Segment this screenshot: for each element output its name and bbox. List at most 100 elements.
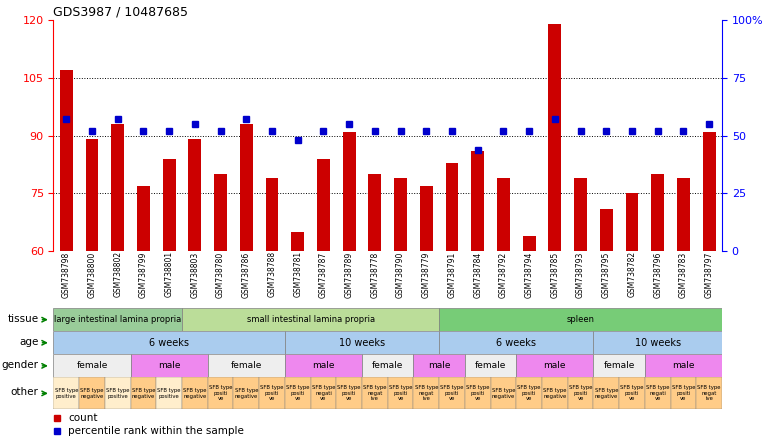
Text: SFB type
positi
ve: SFB type positi ve <box>672 385 695 401</box>
Bar <box>362 377 388 409</box>
Bar <box>131 354 208 377</box>
Bar <box>568 377 594 409</box>
Text: female: female <box>76 361 108 370</box>
Text: SFB type
negati
ve: SFB type negati ve <box>646 385 669 401</box>
Text: female: female <box>372 361 403 370</box>
Text: GSM738781: GSM738781 <box>293 251 303 297</box>
Text: GSM738783: GSM738783 <box>679 251 688 297</box>
Bar <box>285 331 439 354</box>
Bar <box>574 178 587 251</box>
Text: male: male <box>544 361 566 370</box>
Text: other: other <box>11 387 38 397</box>
Text: GSM738792: GSM738792 <box>499 251 508 297</box>
Text: GSM738788: GSM738788 <box>267 251 277 297</box>
Text: SFB type
negat
ive: SFB type negat ive <box>415 385 438 401</box>
Bar <box>594 377 619 409</box>
Bar <box>420 186 432 251</box>
Bar <box>439 377 465 409</box>
Text: GSM738780: GSM738780 <box>216 251 225 297</box>
Text: spleen: spleen <box>567 315 594 324</box>
Text: GSM738790: GSM738790 <box>396 251 405 297</box>
Text: GSM738787: GSM738787 <box>319 251 328 297</box>
Bar <box>285 377 311 409</box>
Bar <box>189 139 202 251</box>
Bar <box>60 70 73 251</box>
Text: SFB type
negative: SFB type negative <box>183 388 206 399</box>
Text: GSM738782: GSM738782 <box>627 251 636 297</box>
Text: SFB type
positi
ve: SFB type positi ve <box>466 385 490 401</box>
Text: age: age <box>19 337 38 347</box>
Text: female: female <box>231 361 262 370</box>
Bar <box>182 377 208 409</box>
Text: GSM738794: GSM738794 <box>525 251 533 297</box>
Text: GSM738786: GSM738786 <box>242 251 251 297</box>
Bar <box>163 159 176 251</box>
Bar <box>53 331 285 354</box>
Text: male: male <box>158 361 180 370</box>
Bar <box>86 139 99 251</box>
Text: female: female <box>604 361 635 370</box>
Text: SFB type
negative: SFB type negative <box>80 388 104 399</box>
Bar <box>413 354 465 377</box>
Bar <box>490 377 516 409</box>
Text: GSM738778: GSM738778 <box>371 251 380 297</box>
Text: SFB type
positi
ve: SFB type positi ve <box>286 385 309 401</box>
Bar <box>208 354 285 377</box>
Text: GSM738796: GSM738796 <box>653 251 662 297</box>
Text: GSM738800: GSM738800 <box>88 251 96 297</box>
Text: SFB type
positi
ve: SFB type positi ve <box>389 385 413 401</box>
Bar <box>240 124 253 251</box>
Text: SFB type
negat
ive: SFB type negat ive <box>363 385 387 401</box>
Text: SFB type
positive: SFB type positive <box>157 388 181 399</box>
Bar <box>471 151 484 251</box>
Bar <box>696 377 722 409</box>
Text: 10 weeks: 10 weeks <box>339 338 385 348</box>
Bar <box>439 331 594 354</box>
Bar <box>79 377 105 409</box>
Text: SFB type
negat
ive: SFB type negat ive <box>698 385 721 401</box>
Text: SFB type
positi
ve: SFB type positi ve <box>569 385 592 401</box>
Text: small intestinal lamina propria: small intestinal lamina propria <box>247 315 374 324</box>
Bar <box>394 178 407 251</box>
Text: tissue: tissue <box>8 313 38 324</box>
Bar <box>651 174 664 251</box>
Bar <box>388 377 413 409</box>
Bar <box>285 354 362 377</box>
Text: gender: gender <box>2 360 38 370</box>
Bar <box>53 377 79 409</box>
Text: GSM738802: GSM738802 <box>113 251 122 297</box>
Text: GSM738797: GSM738797 <box>704 251 714 297</box>
Bar <box>317 159 330 251</box>
Bar <box>465 354 516 377</box>
Bar <box>311 377 336 409</box>
Bar <box>53 308 182 331</box>
Text: GSM738784: GSM738784 <box>473 251 482 297</box>
Text: male: male <box>312 361 335 370</box>
Bar <box>523 236 536 251</box>
Text: SFB type
positi
ve: SFB type positi ve <box>620 385 644 401</box>
Text: SFB type
negati
ve: SFB type negati ve <box>312 385 335 401</box>
Bar <box>619 377 645 409</box>
Bar <box>549 24 562 251</box>
Bar <box>626 194 639 251</box>
Bar <box>516 354 594 377</box>
Text: GSM738803: GSM738803 <box>190 251 199 297</box>
Bar <box>600 209 613 251</box>
Bar <box>157 377 182 409</box>
Text: GSM738789: GSM738789 <box>345 251 354 297</box>
Text: GSM738779: GSM738779 <box>422 251 431 297</box>
Bar <box>703 132 716 251</box>
Text: GDS3987 / 10487685: GDS3987 / 10487685 <box>53 6 189 19</box>
Text: percentile rank within the sample: percentile rank within the sample <box>68 426 244 436</box>
Bar <box>182 308 439 331</box>
Bar <box>368 174 381 251</box>
Bar <box>343 132 355 251</box>
Bar <box>266 178 278 251</box>
Bar <box>259 377 285 409</box>
Bar <box>208 377 234 409</box>
Bar <box>645 377 671 409</box>
Text: large intestinal lamina propria: large intestinal lamina propria <box>54 315 181 324</box>
Bar <box>439 308 722 331</box>
Text: male: male <box>672 361 694 370</box>
Text: SFB type
negative: SFB type negative <box>235 388 258 399</box>
